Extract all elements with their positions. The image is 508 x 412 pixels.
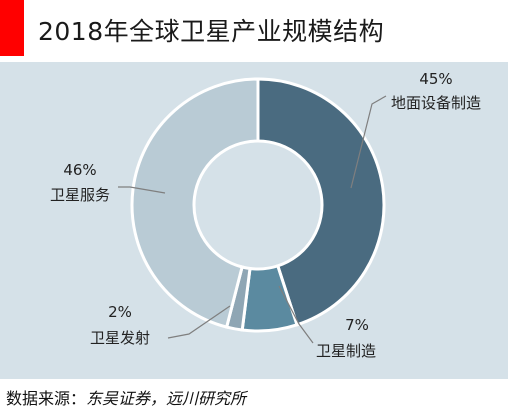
source-text: 东吴证券，远川研究所	[86, 389, 247, 408]
slice-3	[130, 77, 260, 329]
leader-line-1	[278, 285, 314, 344]
slice-category-label: 卫星制造	[316, 342, 376, 360]
slice-percent-label: 46%	[63, 161, 96, 179]
slice-percent-label: 7%	[345, 316, 369, 334]
slice-percent-label: 2%	[108, 303, 132, 321]
slice-category-label: 地面设备制造	[391, 94, 481, 112]
leader-line-0	[350, 95, 387, 189]
title-bar: 2018年全球卫星产业规模结构	[0, 0, 508, 62]
source-note: 数据来源：东吴证券，远川研究所	[6, 385, 246, 409]
slice-category-label: 卫星服务	[50, 186, 110, 204]
slice-category-label: 卫星发射	[90, 329, 150, 347]
slice-0	[256, 77, 386, 327]
plot-area: 45% 地面设备制造 7% 卫星制造 2% 卫星发射 46% 卫星服务	[0, 62, 508, 379]
slice-percent-label: 45%	[419, 70, 452, 88]
source-label: 数据来源：	[6, 389, 87, 408]
chart-title: 2018年全球卫星产业规模结构	[38, 17, 385, 46]
donut-chart: 45% 地面设备制造 7% 卫星制造 2% 卫星发射 46% 卫星服务	[0, 62, 508, 379]
title-accent-bar	[0, 0, 24, 56]
leader-line-3	[118, 186, 166, 194]
leader-line-2	[167, 305, 231, 339]
